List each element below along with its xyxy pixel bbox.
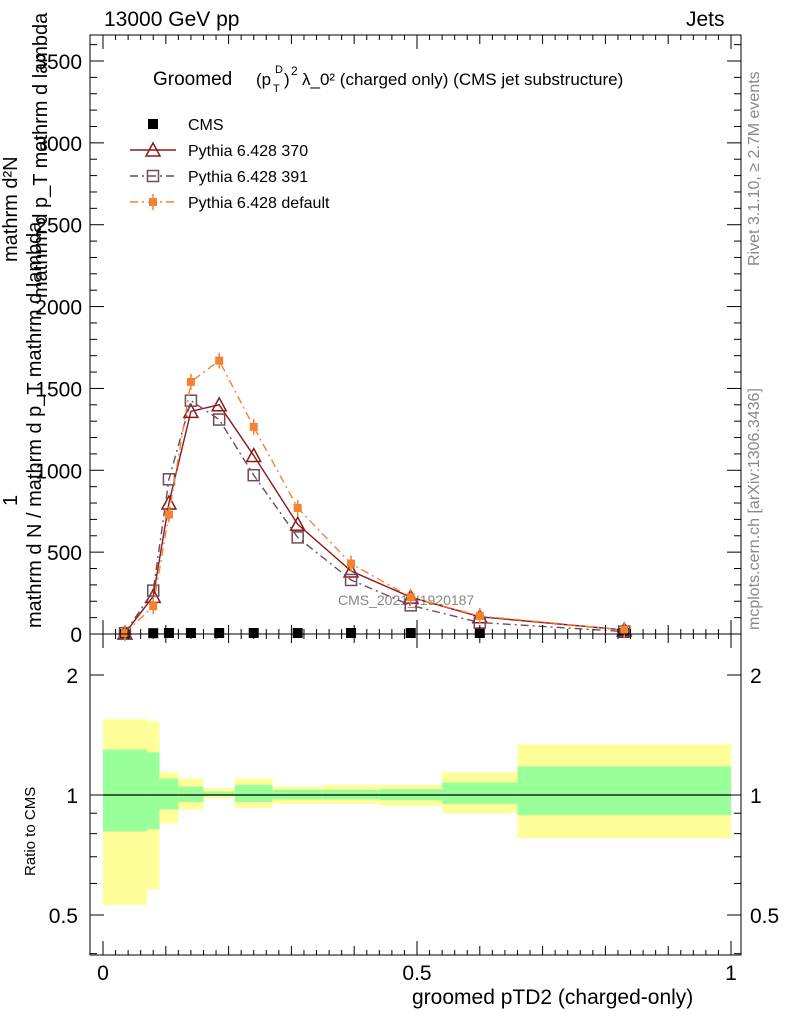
rivet-version-label: Rivet 3.1.10, ≥ 2.7M events [746,71,763,266]
x-axis-title: groomed pTD2 (charged-only) [412,986,694,1009]
header-process: Jets [686,8,725,31]
marker-square [291,531,304,544]
marker-triangle [210,396,228,412]
plot-title-formula: (p [256,70,271,89]
data-point [292,628,303,639]
y-title-line-3: 1 [0,494,22,506]
plot-title-sub: T [273,83,280,95]
marker-triangle [245,446,262,463]
y-tick-label: 1000 [35,460,82,483]
legend-label: Pythia 6.428 default [188,195,330,212]
legend: CMS Pythia 6.428 370 Pythia 6.428 391 Pythi… [130,117,330,212]
data-point [346,628,357,639]
data-point [214,628,225,639]
ratio-band-inner [517,766,731,816]
series-line [124,399,625,634]
main-plot-area: 500 1000 1500 2000 2500 3000 3500 0 Groomed (p DT)… [35,34,742,647]
marker-triangle [144,141,162,157]
ratio-tick-label: 0.5 [49,905,78,928]
ratio-band-inner [146,752,160,830]
ratio-band-inner [159,778,179,810]
y-tick-label: 2500 [35,215,82,238]
y-tick-label: 3000 [35,133,82,156]
y-title-line-4: mathrm d N / mathrm d p_T mathrm d lambd… [24,221,46,628]
series-3 [120,352,629,642]
marker-triangle [342,562,360,578]
series-line [124,404,625,634]
legend-label: Pythia 6.428 391 [188,169,308,186]
data-point [405,628,416,639]
ratio-tick-label: 2 [750,665,762,688]
ratio-tick-label: 0.5 [750,905,779,928]
header-energy: 13000 GeV pp [104,8,240,31]
y-tick-label: 3500 [35,51,82,74]
plot-title-sup: D [275,64,283,76]
marker-square [212,413,226,426]
marker-square [344,573,358,587]
marker-square [184,394,198,407]
x-tick-label: 0.5 [402,962,431,985]
y-tick-label: 2000 [35,297,82,320]
plot-title-formula: ) [284,70,290,89]
ratio-band-inner [178,786,204,803]
marker-triangle [289,515,306,532]
y-tick-label: 1500 [35,378,82,401]
y-tick-label: 0 [70,624,82,647]
ratio-tick-label: 1 [66,785,78,808]
legend-label: Pythia 6.428 370 [188,143,308,160]
data-point [148,119,158,129]
plot-title: Groomed [153,69,232,90]
ratio-tick-label: 2 [66,665,78,688]
marker-square [247,468,260,482]
x-tick-label: 1 [725,962,737,985]
ratio-band-inner [103,749,147,832]
legend-label: CMS [188,117,224,134]
x-tick-label: 0 [97,962,109,985]
marker-square [146,169,160,183]
ratio-band-inner [442,782,518,804]
plot-title-sup: 2 [291,64,298,78]
plot-title-rest: λ_0² (charged only) (CMS jet substructur… [302,70,623,89]
y-tick-label: 500 [47,542,82,565]
marker-square [146,584,160,597]
data-point [163,628,174,639]
ratio-band-inner [234,784,273,803]
ratio-tick-label: 1 [750,785,762,808]
ratio-band-inner [203,791,235,796]
ratio-y-title: Ratio to CMS [22,786,39,876]
y-title-line-1: mathrm d²N [0,156,22,262]
ratio-plot-area: 0.5 0.5 1 1 2 2 [49,633,779,956]
mcplots-label: mcplots.cern.ch [arXiv:1306.3436] [746,388,763,630]
